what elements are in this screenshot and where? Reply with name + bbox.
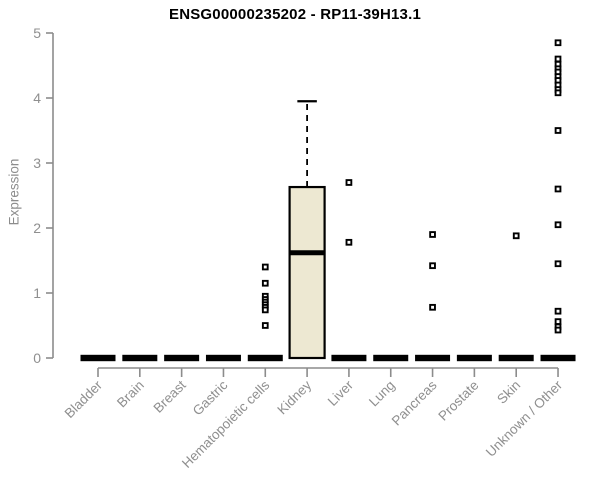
outlier-point xyxy=(261,279,269,287)
outlier-point xyxy=(554,318,562,325)
x-tick-label-breast: Breast xyxy=(151,377,189,415)
outlier-point xyxy=(261,263,269,271)
box-breast xyxy=(164,354,200,362)
outlier-point xyxy=(429,303,436,311)
outlier-point xyxy=(554,127,562,134)
outlier-point xyxy=(554,89,562,97)
x-tick-label-lung: Lung xyxy=(366,378,398,410)
outlier-point xyxy=(554,326,562,334)
flat-zero-box xyxy=(373,354,409,362)
outlier-point xyxy=(554,39,562,47)
y-axis: 0 1 2 3 4 5 xyxy=(33,25,54,366)
flat-zero-box xyxy=(205,354,241,362)
y-tick-label: 2 xyxy=(33,220,41,236)
box-lung xyxy=(373,354,409,362)
outlier-point xyxy=(429,231,436,238)
outlier-point xyxy=(512,232,520,240)
box-bladder xyxy=(80,354,116,362)
chart-title: ENSG00000235202 - RP11-39H13.1 xyxy=(168,6,421,23)
iqr-box xyxy=(288,185,326,360)
outlier-point xyxy=(429,262,436,270)
flat-zero-box xyxy=(247,354,283,362)
flat-zero-box xyxy=(498,354,534,362)
box-kidney xyxy=(288,100,326,360)
outlier-point xyxy=(261,306,269,314)
box-skin xyxy=(498,232,534,362)
x-tick-label-bladder: Bladder xyxy=(62,377,106,421)
flat-zero-box xyxy=(540,354,576,362)
flat-zero-box xyxy=(456,354,492,362)
outlier-point xyxy=(554,221,562,229)
y-tick-label: 4 xyxy=(33,90,41,106)
x-tick-label-brain: Brain xyxy=(114,378,147,411)
box-pancreas xyxy=(415,231,451,362)
flat-zero-box xyxy=(331,354,367,362)
box-liver xyxy=(331,179,367,362)
x-tick-label-prostate: Prostate xyxy=(435,378,481,424)
y-tick-label: 0 xyxy=(33,350,41,366)
box-unknown-other xyxy=(540,39,576,362)
x-tick-label-liver: Liver xyxy=(325,377,357,409)
outlier-point xyxy=(345,179,353,186)
flat-zero-box xyxy=(80,354,116,362)
outlier-point xyxy=(261,322,269,329)
y-tick-label: 3 xyxy=(33,155,41,171)
outlier-point xyxy=(554,307,562,315)
x-tick-label-kidney: Kidney xyxy=(274,377,314,417)
x-tick-label-skin: Skin xyxy=(494,378,523,407)
outlier-point xyxy=(554,55,562,63)
outlier-point xyxy=(554,260,562,268)
x-tick-label-gastric: Gastric xyxy=(190,377,231,418)
y-tick-label: 1 xyxy=(33,285,41,301)
box-gastric xyxy=(205,354,241,362)
outlier-point xyxy=(554,185,562,193)
flat-zero-box xyxy=(164,354,200,362)
outlier-point xyxy=(345,238,353,246)
box-prostate xyxy=(456,354,492,362)
box-hematopoietic-cells xyxy=(247,263,283,362)
x-tick-label-unknown-other: Unknown / Other xyxy=(483,377,566,460)
flat-zero-box xyxy=(122,354,158,362)
flat-zero-box xyxy=(415,354,451,362)
x-tick-label-pancreas: Pancreas xyxy=(389,377,440,428)
y-tick-label: 5 xyxy=(33,25,41,41)
box-brain xyxy=(122,354,158,362)
